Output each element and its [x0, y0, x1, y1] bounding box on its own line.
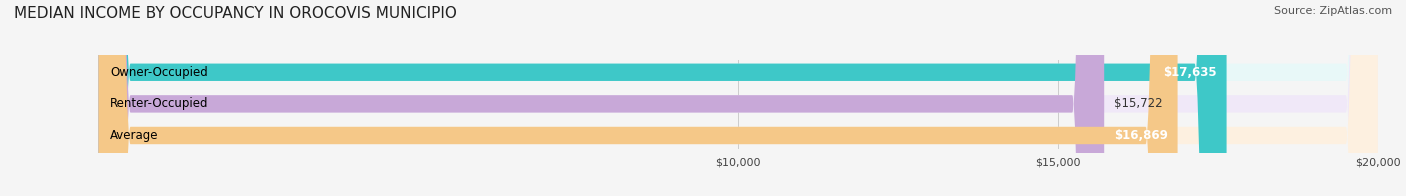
Text: $16,869: $16,869 — [1114, 129, 1168, 142]
FancyBboxPatch shape — [98, 0, 1378, 196]
Text: MEDIAN INCOME BY OCCUPANCY IN OROCOVIS MUNICIPIO: MEDIAN INCOME BY OCCUPANCY IN OROCOVIS M… — [14, 6, 457, 21]
FancyBboxPatch shape — [98, 0, 1226, 196]
Text: Source: ZipAtlas.com: Source: ZipAtlas.com — [1274, 6, 1392, 16]
FancyBboxPatch shape — [98, 0, 1104, 196]
Text: $15,722: $15,722 — [1114, 97, 1163, 110]
Text: Renter-Occupied: Renter-Occupied — [110, 97, 208, 110]
FancyBboxPatch shape — [98, 0, 1378, 196]
FancyBboxPatch shape — [98, 0, 1378, 196]
Text: Owner-Occupied: Owner-Occupied — [110, 66, 208, 79]
Text: $17,635: $17,635 — [1163, 66, 1218, 79]
Text: Average: Average — [110, 129, 159, 142]
FancyBboxPatch shape — [98, 0, 1178, 196]
